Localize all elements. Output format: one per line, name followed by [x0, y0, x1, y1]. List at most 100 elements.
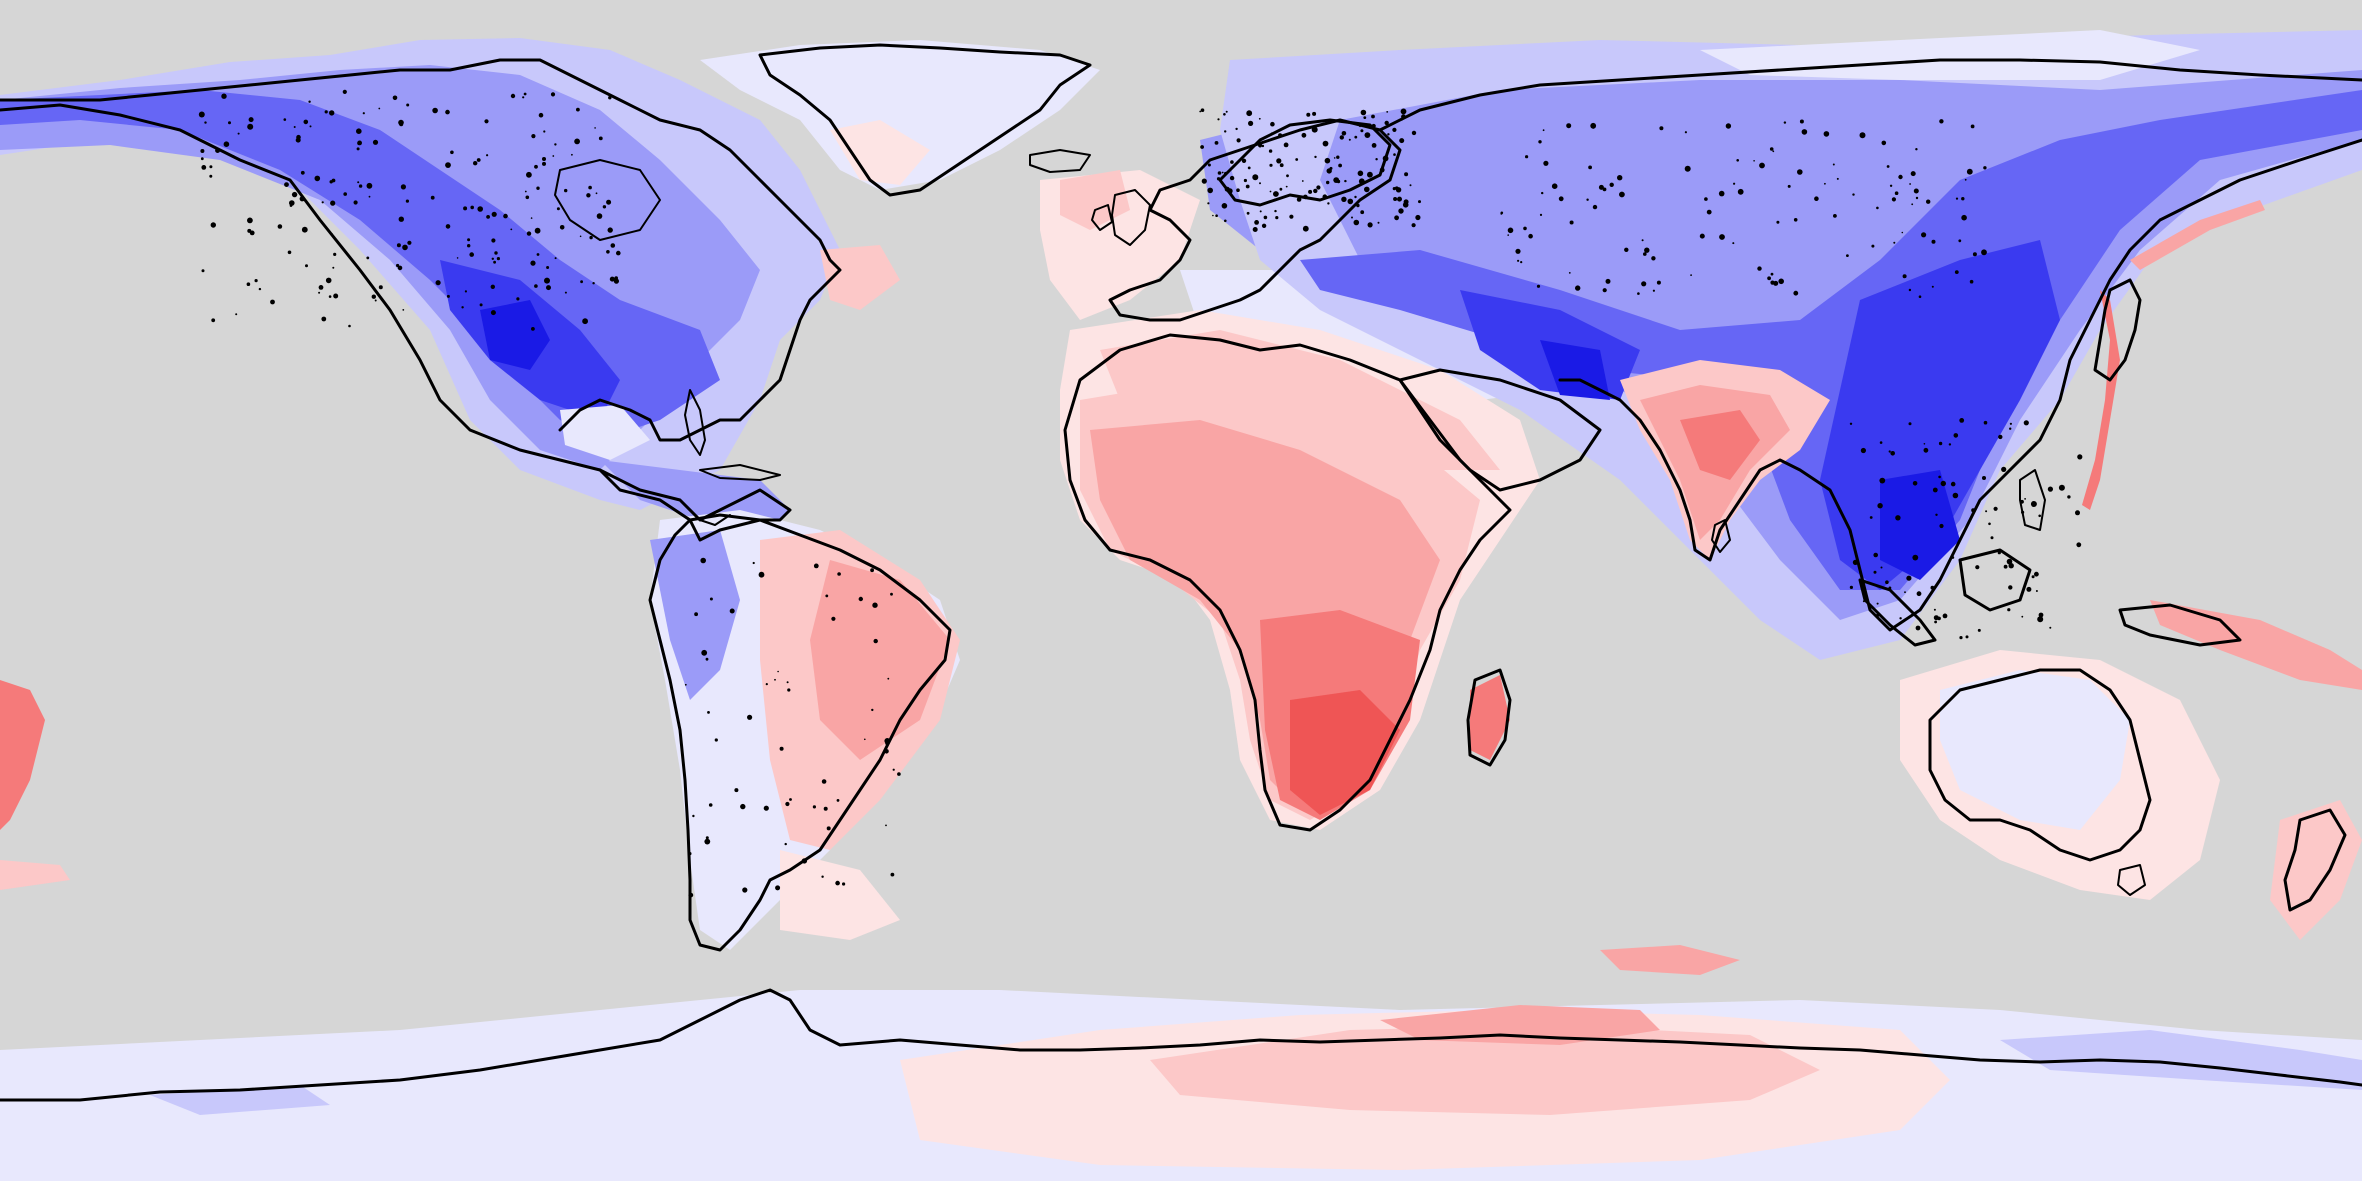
lake-speckle: [1273, 198, 1277, 202]
lake-speckle: [1904, 591, 1906, 594]
lake-speckle: [374, 299, 377, 302]
lake-speckle: [1590, 122, 1597, 129]
lake-speckle: [397, 265, 403, 271]
lake-speckle: [1902, 274, 1907, 279]
lake-speckle: [1918, 295, 1922, 299]
lake-speckle: [1520, 261, 1523, 264]
lake-speckle: [1588, 165, 1592, 170]
lake-speckle: [2001, 466, 2007, 472]
lake-speckle: [1757, 266, 1762, 271]
lake-speckle: [606, 250, 610, 254]
india-anomaly: [1620, 360, 1830, 560]
lake-speckle: [1793, 290, 1799, 296]
lake-speckle: [789, 798, 792, 801]
coastline-arabia: [1398, 368, 1602, 492]
lake-speckle: [1880, 566, 1883, 569]
lake-speckle: [1823, 131, 1830, 137]
lake-speckle: [530, 260, 536, 266]
lake-speckle: [2034, 571, 2039, 577]
lake-speckle: [1285, 185, 1288, 188]
lake-speckle: [1507, 227, 1514, 234]
south-america-red-light: [810, 560, 950, 760]
lake-speckle: [484, 119, 489, 124]
lake-speckle: [1207, 202, 1210, 205]
lake-speckle: [1241, 158, 1247, 163]
lake-speckle: [246, 282, 251, 287]
lake-speckle: [1983, 166, 1987, 170]
lake-speckle: [586, 193, 591, 198]
lake-speckle: [1371, 123, 1376, 129]
greenland-anomaly: [700, 40, 1100, 310]
lake-speckle: [1964, 178, 1967, 181]
lake-speckle: [1322, 140, 1329, 147]
lake-speckle: [1279, 187, 1283, 191]
lake-speckle: [378, 107, 381, 110]
lake-speckle: [2003, 564, 2008, 569]
lake-speckle: [1216, 177, 1221, 181]
lake-speckle: [1801, 129, 1808, 135]
lake-speckle: [2024, 498, 2026, 500]
lake-speckle: [2030, 501, 2037, 507]
lake-speckle: [1289, 214, 1294, 219]
lake-speckle: [1824, 182, 1826, 185]
lake-speckle: [1528, 233, 1533, 239]
lake-speckle: [2031, 575, 2035, 579]
lake-speckle: [1926, 199, 1931, 204]
lake-speckle: [1224, 171, 1228, 176]
lake-speckle: [467, 238, 471, 242]
lake-speckle: [1224, 219, 1227, 223]
lake-speckle: [318, 291, 321, 294]
africa-anomaly: [1060, 310, 1540, 830]
lake-speckle: [496, 257, 500, 261]
lake-speckle: [283, 118, 287, 121]
lake-speckle: [325, 277, 332, 284]
lake-speckle: [1252, 174, 1259, 181]
lake-speckle: [1923, 443, 1926, 445]
lake-speckle: [1911, 203, 1914, 206]
lake-speckle: [1276, 158, 1282, 164]
lake-speckle: [536, 186, 540, 190]
lake-speckle: [1873, 570, 1877, 574]
lake-speckle: [692, 814, 695, 818]
coastline-asia: [1378, 58, 2362, 632]
lake-speckle: [1859, 132, 1866, 139]
lake-speckle: [589, 235, 593, 240]
lake-speckle: [1602, 288, 1607, 293]
lake-speckle: [210, 222, 216, 228]
lake-speckle: [873, 638, 878, 644]
lake-speckle: [1273, 191, 1279, 197]
lake-speckle: [1215, 214, 1218, 217]
lake-speckle: [1375, 158, 1378, 161]
lake-speckle: [1641, 239, 1644, 242]
lake-speckle: [396, 243, 401, 248]
lake-speckle: [1227, 188, 1233, 194]
lake-speckle: [494, 251, 498, 255]
lake-speckle: [550, 92, 556, 97]
lake-speckle: [1364, 186, 1370, 193]
lake-speckle: [1221, 171, 1224, 174]
lake-speckle: [1359, 125, 1361, 128]
lake-speckle: [705, 836, 709, 840]
lake-speckle: [1959, 418, 1965, 423]
gulf-pale-patch: [560, 405, 650, 460]
lake-speckle: [2009, 427, 2012, 430]
lake-speckle: [1659, 126, 1664, 131]
lake-speckle: [1890, 451, 1895, 456]
lake-speckle: [407, 240, 412, 245]
pacific-anomaly: [0, 170, 2265, 975]
lake-speckle: [1360, 210, 1365, 215]
lake-speckle: [1916, 591, 1922, 597]
coastline-tasmania: [2117, 864, 2146, 896]
lake-speckle: [1602, 187, 1607, 192]
lake-speckle: [1200, 145, 1204, 149]
lake-speckle: [1258, 117, 1261, 120]
coastline-panama: [699, 514, 731, 526]
lake-speckle: [813, 563, 819, 569]
lake-speckle: [1977, 628, 1981, 632]
lake-speckle: [430, 195, 435, 200]
lake-speckle: [526, 231, 532, 236]
lake-speckle: [1637, 292, 1640, 295]
lake-speckle: [1619, 191, 1625, 198]
lake-speckle: [362, 112, 365, 115]
